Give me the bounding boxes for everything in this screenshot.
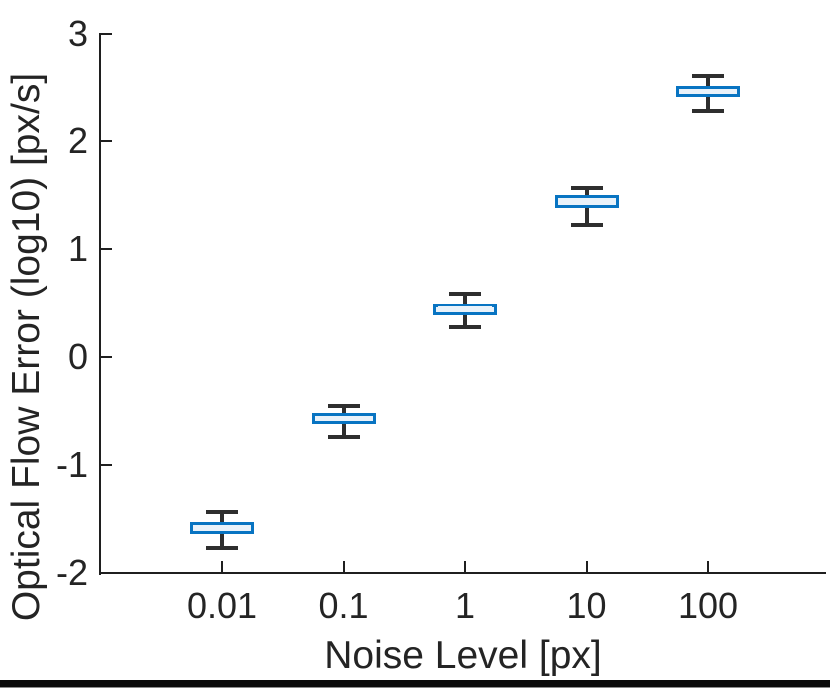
whisker-cap-top — [327, 403, 360, 408]
median-line — [681, 89, 735, 94]
x-tick-mark — [342, 561, 345, 572]
y-tick-mark — [101, 463, 112, 466]
x-tick-mark — [464, 561, 466, 572]
whisker-cap-top — [206, 510, 238, 515]
x-axis-label: Noise Level [px] — [324, 634, 602, 677]
y-tick-label: 2 — [67, 120, 88, 162]
x-tick-mark — [707, 561, 709, 572]
whisker-cap-top — [570, 185, 603, 190]
whisker-cap-bottom — [570, 223, 603, 228]
x-tick-label: 0.01 — [186, 585, 258, 626]
median-line — [438, 306, 492, 311]
y-tick-label: 0 — [67, 336, 88, 377]
x-tick-mark — [221, 561, 223, 572]
median-line — [559, 199, 614, 204]
y-tick-mark — [101, 356, 112, 358]
x-tick-label: 10 — [566, 585, 607, 626]
x-axis-spine — [99, 572, 826, 574]
y-tick-label: -1 — [55, 443, 88, 485]
y-tick-mark — [101, 248, 112, 251]
y-axis-spine — [99, 33, 101, 575]
y-tick-mark — [101, 571, 112, 574]
median-line — [316, 416, 371, 421]
whisker-cap-top — [692, 73, 724, 78]
bottom-bar — [0, 680, 830, 687]
whisker-cap-bottom — [449, 324, 481, 329]
x-tick-label: 100 — [677, 585, 739, 626]
whisker-cap-bottom — [327, 434, 360, 439]
x-tick-mark — [585, 561, 588, 572]
y-tick-mark — [101, 140, 112, 143]
y-tick-label: 3 — [67, 12, 88, 54]
y-tick-mark — [101, 32, 112, 35]
median-line — [195, 525, 249, 530]
y-tick-label: 1 — [67, 228, 88, 270]
whisker-cap-bottom — [692, 109, 724, 114]
x-tick-label: 1 — [454, 585, 476, 626]
whisker-cap-bottom — [206, 545, 238, 550]
whisker-cap-top — [449, 292, 481, 297]
x-tick-label: 0.1 — [318, 585, 369, 626]
y-tick-label: -2 — [55, 551, 88, 593]
